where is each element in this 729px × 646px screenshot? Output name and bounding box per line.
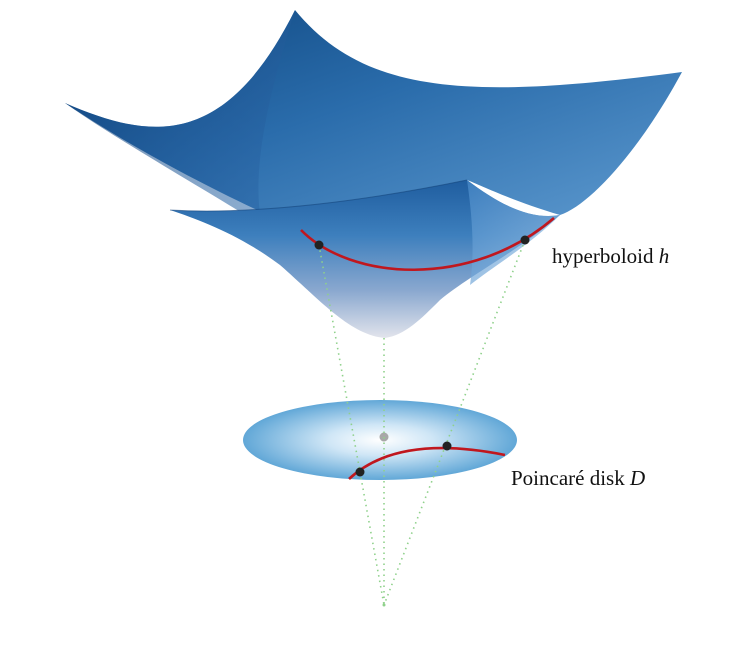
- hyperboloid-right-facet: [467, 180, 560, 285]
- disk-point-right: [442, 441, 452, 451]
- hyperboloid-front-ridge: [169, 179, 468, 212]
- disk-label: Poincaré disk D: [511, 466, 645, 490]
- hyperboloid-left-wing: [65, 10, 295, 225]
- projection-lines: [318, 239, 526, 606]
- hyperboloid-surface: [65, 10, 682, 338]
- disk-point-left: [355, 467, 365, 477]
- projection-line-left: [318, 244, 385, 606]
- hyperboloid-point-left: [314, 240, 324, 250]
- hyperboloid-geodesic: [300, 217, 555, 272]
- hyperboloid-point-right: [520, 235, 530, 245]
- hyperboloid-back-sheet: [65, 10, 682, 225]
- hyperboloid-label: hyperboloid h: [552, 244, 669, 268]
- disk-ellipse: [243, 400, 517, 480]
- projection-point: [382, 603, 386, 607]
- poincare-disk: [243, 400, 517, 480]
- hyperboloid-front-sheet: [170, 180, 560, 338]
